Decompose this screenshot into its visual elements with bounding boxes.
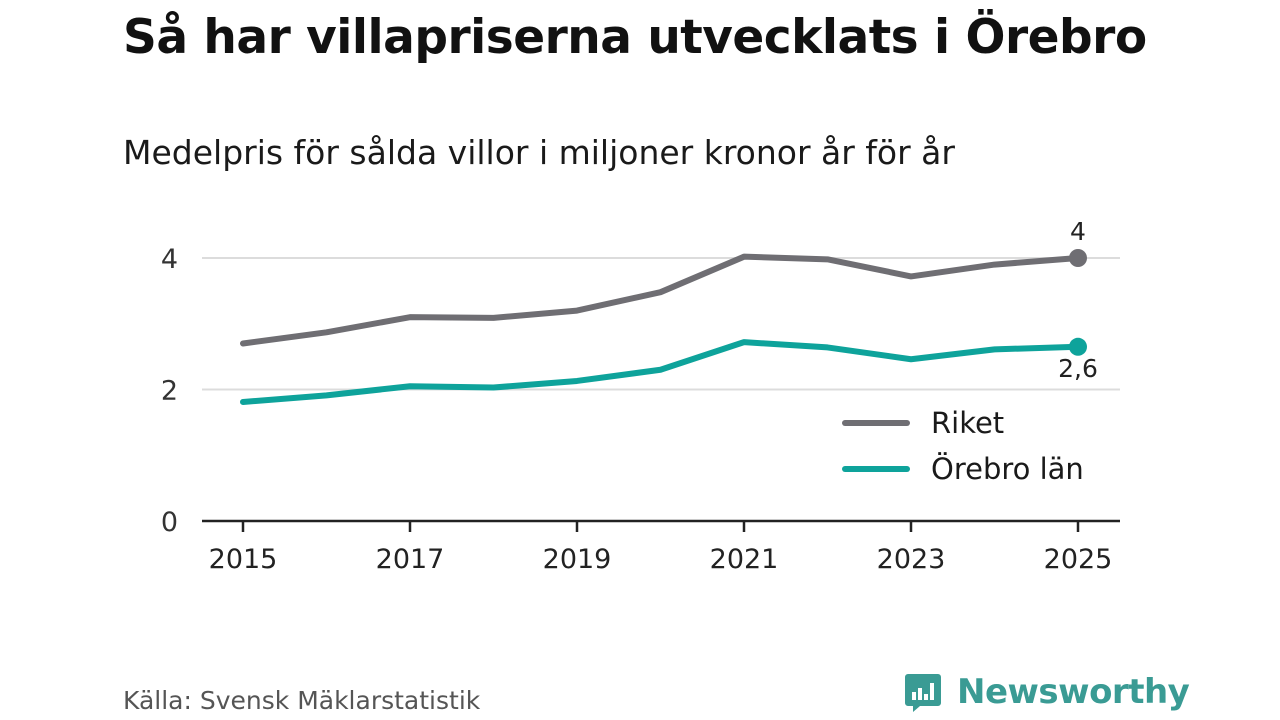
series-end-point [1069, 249, 1087, 267]
y-tick-label: 2 [161, 376, 178, 407]
y-tick-label: 4 [161, 244, 178, 275]
series-layer: 42,6 [240, 217, 1098, 405]
bar-chart-logo-icon [905, 674, 941, 712]
series-line-riket [240, 253, 1081, 347]
x-tick-label: 2023 [877, 544, 946, 575]
x-tick-label: 2019 [543, 544, 612, 575]
x-tick-label: 2017 [376, 544, 445, 575]
x-tick-label: 2021 [710, 544, 779, 575]
series-line-orebro-lan [240, 339, 1081, 405]
legend-label: Riket [931, 406, 1004, 440]
chart-title: Så har villapriserna utvecklats i Örebro [123, 10, 1147, 65]
brand-name: Newsworthy [957, 672, 1190, 712]
series-end-point [1069, 337, 1087, 356]
chart-subtitle: Medelpris för sålda villor i miljoner kr… [123, 133, 955, 172]
y-tick-label: 0 [161, 507, 178, 538]
data-label: 2,6 [1058, 354, 1098, 383]
brand-logo: Newsworthy [903, 672, 1190, 712]
legend: Riket Örebro län [842, 406, 1084, 486]
legend-label: Örebro län [931, 452, 1084, 486]
x-tick-label: 2015 [209, 544, 278, 575]
source-note: Källa: Svensk Mäklarstatistik [123, 686, 481, 715]
data-label: 4 [1070, 217, 1086, 246]
x-axis-ticks: 2015 2017 2019 2021 2023 2025 [209, 521, 1113, 575]
y-axis-ticks: 0 2 4 [161, 244, 178, 538]
x-tick-label: 2025 [1044, 544, 1113, 575]
